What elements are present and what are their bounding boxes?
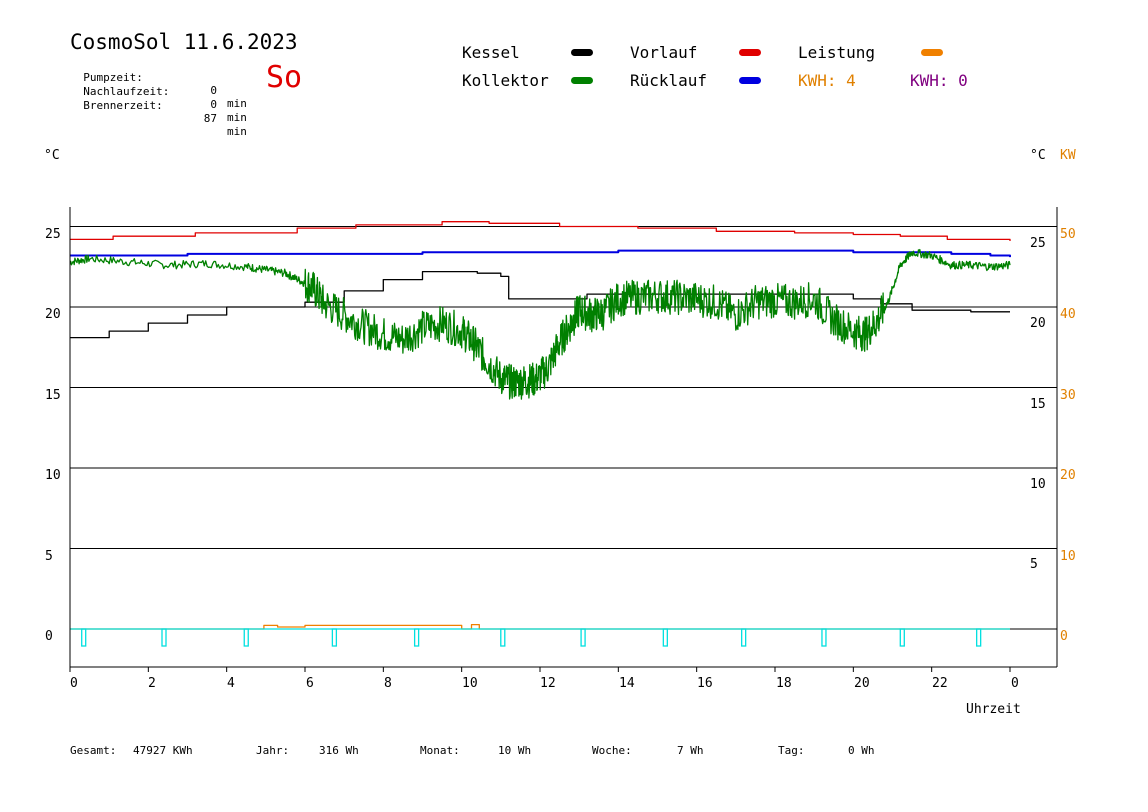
series-line-leistung xyxy=(70,623,1010,630)
info-value: 0 xyxy=(210,98,217,111)
legend-kollektor-label: Kollektor xyxy=(462,71,549,90)
x-tick-label: 22 xyxy=(932,676,948,691)
left-tick-label: 25 xyxy=(45,227,61,242)
legend-vorlauf-label: Vorlauf xyxy=(630,43,698,62)
left-tick-label: 20 xyxy=(45,307,61,322)
page-title: CosmoSol 11.6.2023 xyxy=(70,30,298,54)
info-label: Nachlaufzeit: xyxy=(83,85,170,98)
info-row-nachlaufzeit: Nachlaufzeit: 0 min xyxy=(70,72,247,124)
pump-pulse xyxy=(899,628,905,647)
footer-gesamt-label: Gesamt: xyxy=(70,744,117,757)
x-tick-label: 0 xyxy=(1011,676,1019,691)
legend-leistung-label: Leistung xyxy=(798,43,876,62)
x-axis-label: Uhrzeit xyxy=(966,702,1021,717)
x-tick-label: 14 xyxy=(619,676,635,691)
info-unit: min xyxy=(227,125,247,138)
legend-vorlauf-swatch xyxy=(739,49,761,56)
footer-woche-label: Woche: xyxy=(592,744,632,757)
left-tick-label: 10 xyxy=(45,468,61,483)
left-axis-unit: °C xyxy=(44,148,60,163)
pump-pulse xyxy=(81,628,87,647)
info-row-brennerzeit: Brennerzeit: 87 min xyxy=(70,86,247,138)
footer-jahr-label: Jahr: xyxy=(256,744,290,757)
left-tick-label: 15 xyxy=(45,388,61,403)
x-tick-label: 6 xyxy=(306,676,314,691)
right-axis-unit-kw: KW xyxy=(1060,148,1076,163)
x-tick-label: 10 xyxy=(462,676,478,691)
legend-kollektor-swatch xyxy=(571,77,593,84)
right-tick-label: 15 xyxy=(1030,397,1046,412)
legend-kessel-swatch xyxy=(571,49,593,56)
legend-kwh-purple: KWH: 0 xyxy=(910,71,968,90)
x-tick-label: 2 xyxy=(148,676,156,691)
left-tick-label: 5 xyxy=(45,549,53,564)
legend-kwh-orange: KWH: 4 xyxy=(798,71,856,90)
x-tick-label: 18 xyxy=(776,676,792,691)
right-axis-unit: °C xyxy=(1030,148,1046,163)
legend-kessel-label: Kessel xyxy=(462,43,520,62)
pump-pulse xyxy=(413,628,420,647)
series-line-ruecklauf xyxy=(70,249,1011,258)
legend-leistung-swatch xyxy=(921,49,943,56)
pump-pulse xyxy=(741,628,747,647)
footer-monat-value: 10 Wh xyxy=(498,744,532,757)
x-tick-label: 8 xyxy=(384,676,392,691)
kw-tick-label: 30 xyxy=(1060,388,1076,403)
info-value: 87 xyxy=(203,112,217,125)
pump-pulse xyxy=(161,628,167,647)
kw-tick-label: 10 xyxy=(1060,549,1076,564)
pump-pulse xyxy=(500,628,506,647)
info-row-pumpzeit: Pumpzeit: 0 min xyxy=(70,58,247,110)
legend-ruecklauf-label: Rücklauf xyxy=(630,71,708,90)
legend-ruecklauf-swatch xyxy=(739,77,761,84)
pump-pulse xyxy=(580,628,586,647)
kw-tick-label: 40 xyxy=(1060,307,1076,322)
footer-woche-value: 7 Wh xyxy=(677,744,704,757)
footer-monat-label: Monat: xyxy=(420,744,460,757)
series-line-kollektor xyxy=(69,248,1011,400)
pump-pulse xyxy=(243,628,249,647)
weekday-label: So xyxy=(266,60,303,95)
info-label: Brennerzeit: xyxy=(83,99,163,112)
info-label: Pumpzeit: xyxy=(83,71,143,84)
x-tick-label: 4 xyxy=(227,676,235,691)
series-line-vorlauf xyxy=(70,221,1011,241)
right-tick-label: 20 xyxy=(1030,316,1046,331)
info-unit: min xyxy=(227,97,247,110)
pump-pulse xyxy=(976,628,982,647)
footer-tag-value: 0 Wh xyxy=(848,744,875,757)
x-tick-label: 20 xyxy=(854,676,870,691)
info-unit: min xyxy=(227,111,247,124)
footer-jahr-value: 316 Wh xyxy=(319,744,359,757)
kw-tick-label: 0 xyxy=(1060,629,1068,644)
footer-gesamt-value: 47927 KWh xyxy=(133,744,193,757)
pump-pulse xyxy=(331,628,338,647)
kw-tick-label: 20 xyxy=(1060,468,1076,483)
pump-pulse xyxy=(821,628,827,647)
kw-tick-label: 50 xyxy=(1060,227,1076,242)
right-tick-label: 5 xyxy=(1030,557,1038,572)
x-tick-label: 0 xyxy=(70,676,78,691)
info-value: 0 xyxy=(210,84,217,97)
left-tick-label: 0 xyxy=(45,629,53,644)
right-tick-label: 25 xyxy=(1030,236,1046,251)
footer-tag-label: Tag: xyxy=(778,744,805,757)
right-tick-label: 10 xyxy=(1030,477,1046,492)
x-tick-label: 16 xyxy=(697,676,713,691)
pump-pulse xyxy=(662,628,668,647)
x-tick-label: 12 xyxy=(540,676,556,691)
